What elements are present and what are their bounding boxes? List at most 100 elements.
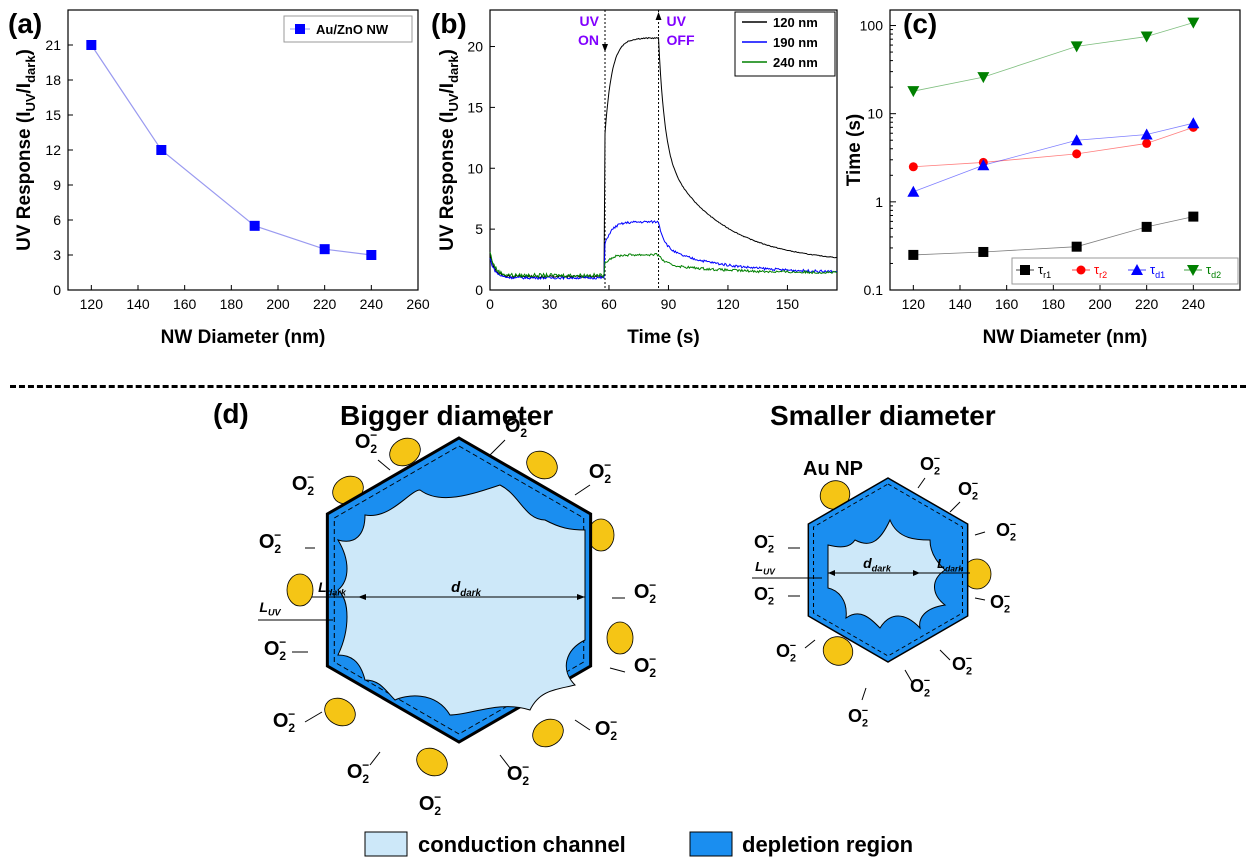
data-point-c — [977, 159, 990, 171]
y-tick-label-a: 3 — [53, 247, 61, 263]
nanowire-uv-boundary-small — [813, 483, 963, 657]
panel-label-c: (c) — [903, 8, 938, 39]
legend-box-c — [1011, 257, 1239, 285]
label-l-dark-big-sub: dark — [327, 588, 347, 598]
plot-frame-b — [489, 9, 838, 291]
ylabel-sub: dark — [23, 55, 38, 83]
ylabel-mid: /I — [437, 83, 458, 94]
oxygen-sub: 2 — [649, 666, 656, 680]
y-tick-label-b: 20 — [467, 39, 483, 55]
oxygen-ion-label: O2− — [264, 635, 287, 663]
oxygen-sup: − — [934, 453, 940, 465]
oxygen-sup: − — [790, 640, 796, 652]
ylabel-main: UV Response (I — [437, 112, 458, 251]
data-point-a — [86, 40, 97, 50]
data-point-c — [1188, 211, 1199, 222]
oxygen-tick — [499, 754, 511, 769]
oxygen-tick — [904, 669, 913, 683]
oxygen-o: O — [589, 461, 605, 483]
oxygen-tick — [974, 597, 986, 601]
oxygen-sub: 2 — [972, 491, 978, 503]
oxygen-sup: − — [288, 707, 295, 721]
x-tick-label-a: 120 — [80, 296, 104, 312]
gold-nanoparticle — [389, 437, 421, 467]
legend-swatch-channel — [364, 831, 408, 857]
oxygen-tick — [377, 459, 391, 471]
oxygen-sup: − — [362, 758, 369, 772]
series-line-a — [90, 44, 372, 256]
label-l-dark-big-main: L — [318, 579, 327, 595]
label-l-uv-small: LUV — [755, 559, 776, 576]
conduction-channel-small — [827, 518, 947, 630]
oxygen-sup: − — [274, 528, 281, 542]
oxygen-sup: − — [520, 412, 527, 426]
gold-nanoparticle — [416, 747, 448, 777]
y-tick-label-a: 18 — [45, 72, 61, 88]
data-point-c — [907, 86, 920, 98]
x-tick-label-c: 200 — [1088, 296, 1112, 312]
plot-frame-a — [67, 9, 419, 291]
panel-label-a: (a) — [8, 8, 43, 39]
oxygen-ion-label: O2− — [952, 653, 972, 678]
oxygen-ion-label: O2− — [505, 412, 528, 440]
oxygen-sub: 2 — [1004, 604, 1010, 616]
oxygen-tick — [804, 639, 816, 649]
ylabel-sub: UV — [446, 93, 461, 111]
oxygen-tick — [574, 484, 591, 496]
x-tick-label-b: 90 — [661, 296, 677, 312]
label-l-dark-small-main: L — [937, 556, 945, 571]
oxygen-tick — [304, 711, 323, 723]
oxygen-tick — [574, 719, 591, 731]
legend-tau-sub: d1 — [1155, 270, 1165, 280]
oxygen-sub: 2 — [520, 426, 527, 440]
nanowire-uv-boundary-big — [333, 445, 585, 735]
y-tick-label-c: 0.1 — [864, 282, 884, 298]
data-point-c — [978, 246, 989, 257]
oxygen-o: O — [505, 415, 521, 437]
x-tick-label-b: 150 — [776, 296, 800, 312]
oxygen-ion-label: O2− — [848, 705, 868, 730]
oxygen-ion-label: O2− — [292, 470, 315, 498]
oxygen-sup: − — [1004, 591, 1010, 603]
oxygen-o: O — [958, 479, 972, 499]
conduction-channel-big — [336, 484, 586, 716]
oxygen-o: O — [990, 592, 1004, 612]
y-tick-label-a: 9 — [53, 177, 61, 193]
legend-tau-sub: d2 — [1211, 270, 1221, 280]
legend-label-c: τr2 — [1094, 262, 1107, 280]
au-np-label: Au NP — [803, 458, 863, 480]
data-point-c — [908, 249, 919, 260]
y-axis-label-c: Time (s) — [844, 114, 865, 187]
label-l-dark-small-sub: dark — [945, 563, 964, 573]
oxygen-sup: − — [434, 790, 441, 804]
arrow-up-icon — [655, 12, 662, 20]
ylabel-main: UV Response (I — [14, 112, 35, 251]
legend-label-channel: conduction channel — [418, 832, 626, 857]
x-tick-label-b: 30 — [542, 296, 558, 312]
oxygen-sub: 2 — [362, 772, 369, 786]
oxygen-sup: − — [649, 652, 656, 666]
dashed-divider — [10, 385, 1246, 388]
oxygen-sub: 2 — [790, 653, 796, 665]
oxygen-sub: 2 — [522, 774, 529, 788]
x-tick-label-c: 220 — [1135, 296, 1159, 312]
oxygen-tick — [939, 649, 951, 661]
oxygen-sup: − — [972, 478, 978, 490]
label-l-uv-small-sub: UV — [763, 566, 776, 576]
label-d-dark-big-main: d — [451, 579, 461, 596]
legend-marker-c — [1187, 265, 1199, 276]
oxygen-o: O — [355, 431, 371, 453]
label-d-dark-small: ddark — [863, 555, 892, 574]
x-tick-label-c: 160 — [995, 296, 1019, 312]
legend-tau-sub: r2 — [1099, 270, 1107, 280]
label-d-dark-small-sub: dark — [872, 564, 892, 574]
legend-label-b: 120 nm — [773, 15, 818, 30]
oxygen-sup: − — [768, 531, 774, 543]
label-l-uv-big-sub: UV — [268, 608, 282, 618]
oxygen-sub: 2 — [862, 718, 868, 730]
oxygen-ion-label: O2− — [776, 640, 796, 665]
oxygen-sub: 2 — [966, 666, 972, 678]
smaller-diameter-title: Smaller diameter — [770, 400, 996, 431]
oxygen-sub: 2 — [274, 542, 281, 556]
